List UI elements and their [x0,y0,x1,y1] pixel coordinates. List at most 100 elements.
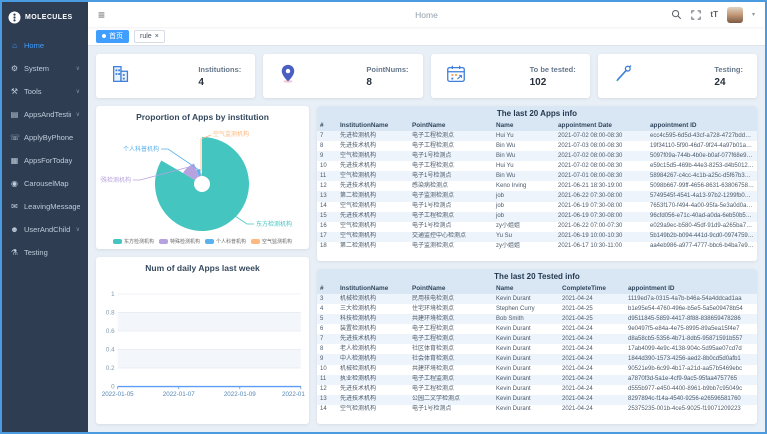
chevron-down-icon: ∨ [76,226,80,233]
table-cell: 11 [317,171,337,181]
font-size-icon[interactable]: tT [710,10,718,19]
pie-legend: 东方检测机构特殊检测机构个人科普机构空气监测机构 [100,238,305,246]
table-cell: 2021-06-22 07:00-07:30 [555,222,647,232]
table-cell: 电子工程检测点 [409,212,493,222]
table-cell: 空气检测机构 [337,232,409,242]
fullscreen-icon[interactable] [691,10,701,20]
close-icon[interactable]: × [155,33,159,40]
sidebar-item-label: Tools [24,87,42,96]
table-cell: 交通监控中心检测点 [409,232,493,242]
pie-center-hole [194,176,210,192]
table-cell: 7 [317,334,337,344]
table-cell: 空气检测机构 [337,222,409,232]
table-cell: 执业检测机构 [337,375,409,385]
column-header: CompleteTime [559,283,625,294]
pie-chart-title: Proportion of Apps by institution [100,112,305,122]
table-cell: 17 [317,232,337,242]
table-cell: 机械检测机构 [337,365,409,375]
table-cell: 公园二文学检测点 [409,395,493,405]
sidebar-item-label: AppsAndTesting [24,110,71,119]
table-row: 7先进技术机构电子工程检测点Kevin Durant2021-04-24d8a5… [317,334,757,344]
main-grid: Proportion of Apps by institution 东方检测机构… [96,106,757,424]
pie-chart-card: Proportion of Apps by institution 东方检测机构… [96,106,309,249]
x-tick-label: 2022-01-11 [282,391,305,398]
y-tick-label: 0.2 [106,365,115,372]
sidebar-item-tools[interactable]: ⚒Tools∨ [2,80,88,103]
table-row: 6装置检测机构电子工程检测点Kevin Durant2021-04-249e04… [317,324,757,334]
sidebar-item-home[interactable]: ⌂Home [2,34,88,57]
table-cell: Kevin Durant [493,375,559,385]
stat-value: 102 [530,77,576,88]
stat-text: Testing:24 [714,65,743,88]
stat-text: PointNums:8 [366,65,408,88]
sidebar-item-system[interactable]: ⚙System∨ [2,57,88,80]
sidebar-item-testing[interactable]: ⚗Testing [2,241,88,264]
table-cell: 电子1号检测点 [409,405,493,415]
legend-item-3[interactable]: 空气监测机构 [251,238,292,245]
tab-rule[interactable]: rule× [134,30,165,43]
pie-label-0: 东方检测机构 [256,220,292,228]
sidebar-item-appsandtesting[interactable]: ▤AppsAndTesting∨ [2,103,88,126]
table-cell: e029a9ec-b580-45df-91d9-a265ba7d942b [647,222,757,232]
phone-icon: ☏ [10,133,19,142]
table-cell: 机械检测机构 [337,294,409,304]
chevron-down-icon: ∨ [76,111,80,118]
sidebar-item-carouselmap[interactable]: ◉CarouselMap [2,172,88,195]
table-cell: 先进技术机构 [337,161,409,171]
dashboard-app: MOLECULES ⌂Home⚙System∨⚒Tools∨▤AppsAndTe… [2,2,765,432]
table-cell: 2021-04-24 [559,344,625,354]
tab-label: 首页 [109,31,123,41]
table-cell: job [493,202,555,212]
table-cell: 5b149b2b-b094-441d-9cd0-0974759e33df [647,232,757,242]
table-cell: 19f34110-5f90-46d7-9f24-4a97b01a7b71 [647,141,757,151]
x-tick-label: 2022-01-07 [163,391,195,398]
table-row: 3机械检测机构民用核电检测点Kevin Durant2021-04-241119… [317,294,757,304]
logo: MOLECULES [2,2,88,34]
search-icon[interactable] [671,9,682,20]
legend-item-1[interactable]: 特殊检测机构 [159,238,200,245]
table-cell: 8 [317,344,337,354]
molecules-logo-icon [8,11,21,24]
legend-label: 东方检测机构 [124,238,154,245]
table-cell: 空气检测机构 [337,171,409,181]
table-cell: 电子1号检测点 [409,171,493,181]
apps-info-table-title: The last 20 Apps info [317,106,757,120]
table-cell: 2021-06-22 07:30-08:00 [555,191,647,201]
table-row: 9中人检测机构社会体育检测点Kevin Durant2021-04-241844… [317,354,757,364]
table-row: 15先进技术机构电子工程检测点job2021-06-19 07:30-08:00… [317,212,757,222]
table-cell: 老人检测机构 [337,344,409,354]
table-cell: 先进技术机构 [337,334,409,344]
table-cell: 电子工程检测点 [409,161,493,171]
legend-item-2[interactable]: 个人科普机构 [205,238,246,245]
table-cell: a7870f3d-5a1e-4cf9-9ac5-95faa4757765 [625,375,757,385]
table-cell: 15 [317,212,337,222]
sidebar-item-applybyphone[interactable]: ☏ApplyByPhone [2,126,88,149]
table-cell: 8 [317,141,337,151]
table-cell: 90521e9b-6c99-4b17-a21d-aa57b5469ebc [625,365,757,375]
table-cell: 10 [317,161,337,171]
legend-item-0[interactable]: 东方检测机构 [113,238,154,245]
table-cell: 先进技术机构 [337,141,409,151]
table-cell: 3 [317,294,337,304]
apps-info-table: #InstitutionNamePointNameNameappointment… [317,120,757,252]
table-cell: Bin Wu [493,171,555,181]
table-cell: 先进技术机构 [337,385,409,395]
table-cell: 12 [317,385,337,395]
sidebar-item-leavingmessage[interactable]: ✉LeavingMessage [2,195,88,218]
table-cell: 空气检测机构 [337,405,409,415]
table-cell: 2021-04-24 [559,354,625,364]
split-area-band [118,368,301,387]
table-cell: 电子工程检测点 [409,324,493,334]
caret-down-icon[interactable]: ▾ [752,11,755,18]
table-cell: 13 [317,191,337,201]
pie-label-1: 特殊检测机构 [100,176,131,184]
page-title: Home [415,10,438,20]
hamburger-menu-icon[interactable]: ≡ [98,9,105,21]
table-cell: 电子1号检测点 [409,202,493,212]
sidebar-item-userandchild[interactable]: ☻UserAndChild∨ [2,218,88,241]
sidebar-item-appsfortoday[interactable]: ▦AppsForToday [2,149,88,172]
avatar[interactable] [727,7,743,23]
main-area: ≡ Home tT ▾ 首页rule× Institutions:4PointN… [88,2,765,432]
tab-首页[interactable]: 首页 [96,30,129,43]
table-cell: 先进检测机构 [337,131,409,141]
